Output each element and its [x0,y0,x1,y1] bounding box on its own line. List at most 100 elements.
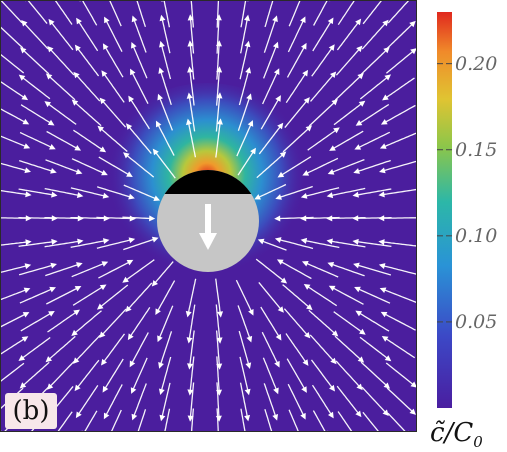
streamline [262,69,279,105]
streamline [130,70,149,104]
streamline-arrowhead [77,215,84,222]
streamline [56,411,73,432]
streamline-arrowhead [306,303,313,311]
streamline-arrowhead [302,170,310,176]
streamline [123,184,159,201]
streamline-arrowhead [327,168,335,175]
streamline-arrowhead [162,432,168,438]
streamline-arrowhead [73,309,80,316]
streamline [189,42,195,80]
streamline-arrowhead [250,147,256,155]
streamline-arrowhead [22,118,30,125]
streamline-arrowhead [99,284,107,291]
streamline [75,359,100,390]
streamline [302,239,340,249]
streamline-arrowhead [128,95,135,103]
streamline-arrowhead [73,71,80,79]
streamline-arrowhead [378,263,386,269]
streamline [334,73,363,101]
streamline-arrowhead [102,238,110,244]
streamline-arrowhead [159,414,166,422]
streamline-arrowhead [126,259,134,266]
streamline-arrowhead [97,125,104,132]
streamline [262,43,278,79]
streamline-arrowhead [248,308,254,316]
streamline [22,21,49,50]
streamline [336,19,361,51]
streamline [361,20,388,50]
streamline [132,17,147,53]
streamline-arrowhead [51,238,58,245]
streamline-arrowhead [242,432,248,438]
streamline [380,188,417,196]
streamline-arrowhead [152,148,159,156]
streamline [122,216,154,220]
streamline-arrowhead [18,354,26,361]
streamline [216,382,220,420]
streamline-arrowhead [274,215,281,222]
streamline-arrowhead [409,408,416,415]
streamline [215,120,222,158]
streamline [355,287,391,304]
streamline [124,152,155,178]
streamline-arrowhead [302,359,309,366]
streamline-arrowhead [49,286,56,293]
streamline-arrowhead [24,167,32,174]
streamline [49,20,74,51]
streamline [102,71,125,103]
streamline [70,239,108,248]
streamline-arrowhead [303,284,311,290]
streamline-arrowhead [356,383,363,391]
streamline [98,260,132,279]
streamline-arrowhead [379,167,386,174]
streamline [255,258,286,283]
streamline-arrowhead [153,195,161,201]
streamline-arrowhead [246,335,253,343]
streamline-arrowhead [382,19,389,27]
streamline [330,130,364,151]
streamline-arrowhead [301,42,307,50]
streamline-arrowhead [275,95,281,102]
streamline-arrowhead [187,40,194,47]
streamline-arrowhead [130,387,137,394]
streamline-arrowhead [410,48,417,55]
streamline-arrowhead [103,215,110,222]
streamline [386,21,415,49]
streamline-arrowhead [44,101,52,108]
streamline-arrowhead [187,389,194,396]
streamline [282,284,312,310]
streamline [104,18,123,52]
colorbar-tick-label: 0.15 [455,138,498,161]
streamline [308,309,338,336]
streamline [387,0,410,24]
streamline [355,131,391,150]
streamline [357,103,390,126]
colorbar-tick-label: 0.05 [455,310,498,333]
streamline [356,311,390,332]
streamlines [0,0,417,432]
streamline [263,383,278,419]
streamline-arrowhead [358,100,366,107]
colorbar-ticks [437,63,452,323]
streamline [359,75,390,100]
streamline-arrowhead [99,331,106,338]
colorbar [437,12,452,408]
direction-arrow-head [199,233,217,250]
streamline [354,159,391,173]
streamline-arrowhead [71,329,78,337]
streamline-arrowhead [330,71,337,78]
streamline [361,386,388,415]
streamline-arrowhead [76,192,84,199]
streamline [381,132,417,149]
streamline-arrowhead [301,261,309,267]
streamline-arrowhead [216,92,223,99]
streamline-arrowhead [244,14,250,22]
streamline-arrowhead [123,152,130,159]
streamline-arrowhead [101,358,108,366]
streamline-arrowhead [188,433,194,439]
streamline-arrowhead [305,125,313,132]
streamline [330,286,364,305]
streamline [329,262,365,277]
streamline-arrowhead [71,99,79,106]
